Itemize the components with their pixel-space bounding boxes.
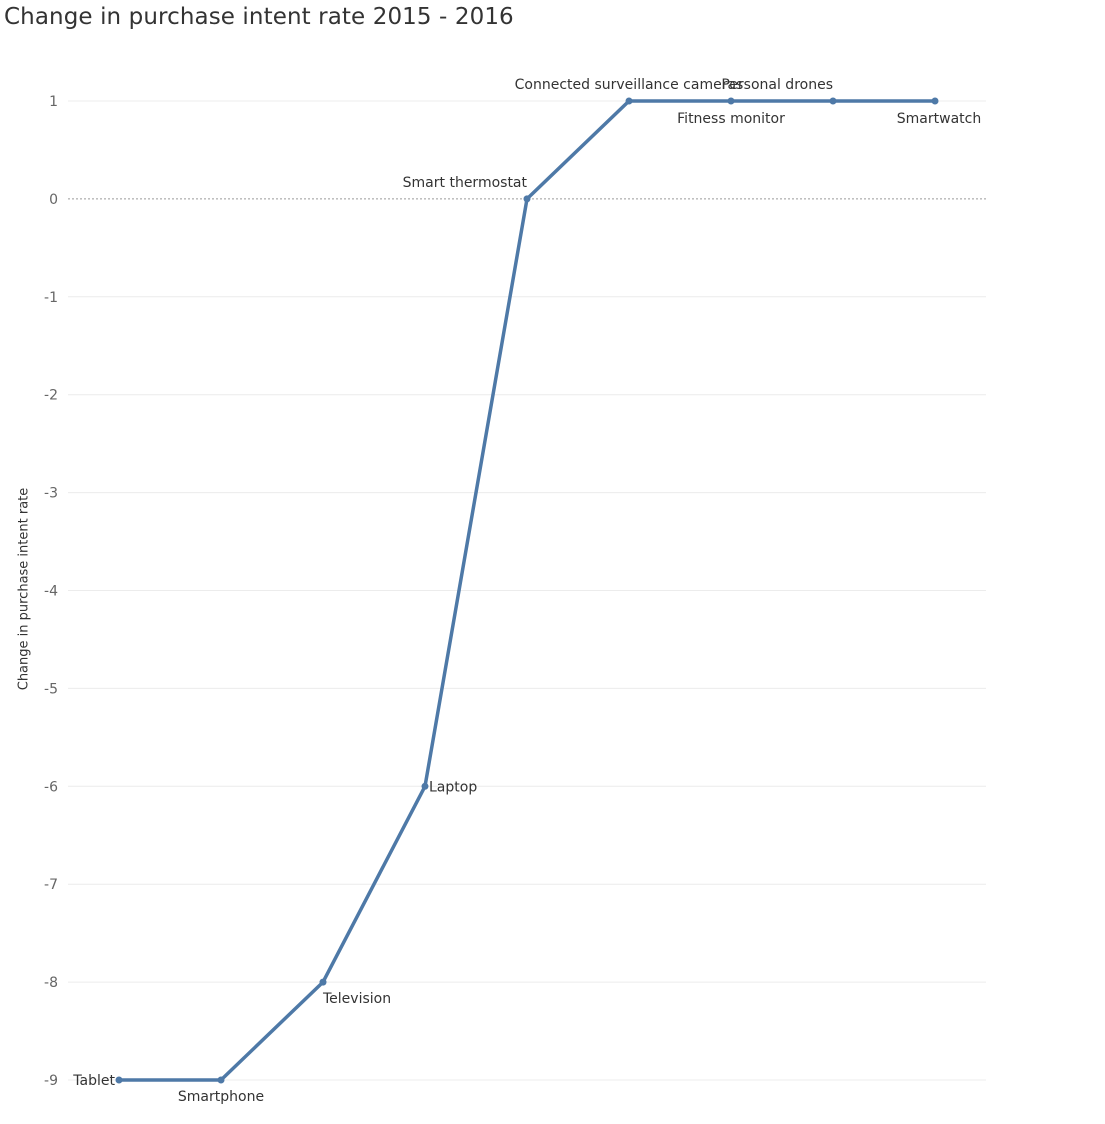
y-tick-label: -5 bbox=[44, 681, 58, 697]
data-point[interactable] bbox=[115, 1076, 123, 1084]
data-label: Smart thermostat bbox=[403, 175, 528, 191]
data-point[interactable] bbox=[829, 97, 837, 105]
data-labels: Tablet Smartphone Television Laptop Smart th… bbox=[72, 77, 981, 1105]
data-label: Personal drones bbox=[721, 77, 833, 93]
data-point[interactable] bbox=[931, 97, 939, 105]
y-tick-label: -7 bbox=[44, 877, 58, 893]
y-tick-label: -9 bbox=[44, 1073, 58, 1089]
y-tick-label: -6 bbox=[44, 779, 58, 795]
data-point[interactable] bbox=[421, 782, 429, 790]
y-axis-ticks: 1 0 -1 -2 -3 -4 -5 -6 -7 -8 -9 bbox=[44, 94, 58, 1089]
data-point[interactable] bbox=[523, 195, 531, 203]
y-tick-label: -2 bbox=[44, 388, 58, 404]
data-label: Connected surveillance cameras bbox=[515, 77, 744, 93]
data-point[interactable] bbox=[319, 978, 327, 986]
data-label: Laptop bbox=[429, 779, 477, 795]
y-tick-label: -1 bbox=[44, 290, 58, 306]
data-label: Fitness monitor bbox=[677, 111, 785, 127]
data-point[interactable] bbox=[217, 1076, 225, 1084]
y-tick-label: -3 bbox=[44, 486, 58, 502]
data-point[interactable] bbox=[625, 97, 633, 105]
y-tick-label: -4 bbox=[44, 584, 58, 600]
data-label: Tablet bbox=[72, 1073, 115, 1089]
gridlines bbox=[68, 100, 986, 1081]
y-tick-label: 1 bbox=[49, 94, 58, 110]
y-tick-label: 0 bbox=[49, 192, 58, 208]
data-points bbox=[115, 97, 939, 1084]
data-point[interactable] bbox=[727, 97, 735, 105]
data-label: Smartwatch bbox=[897, 111, 981, 127]
data-label: Smartphone bbox=[178, 1089, 264, 1105]
y-tick-label: -8 bbox=[44, 975, 58, 991]
data-label: Television bbox=[322, 991, 391, 1007]
chart-title: Change in purchase intent rate 2015 - 20… bbox=[4, 4, 514, 30]
